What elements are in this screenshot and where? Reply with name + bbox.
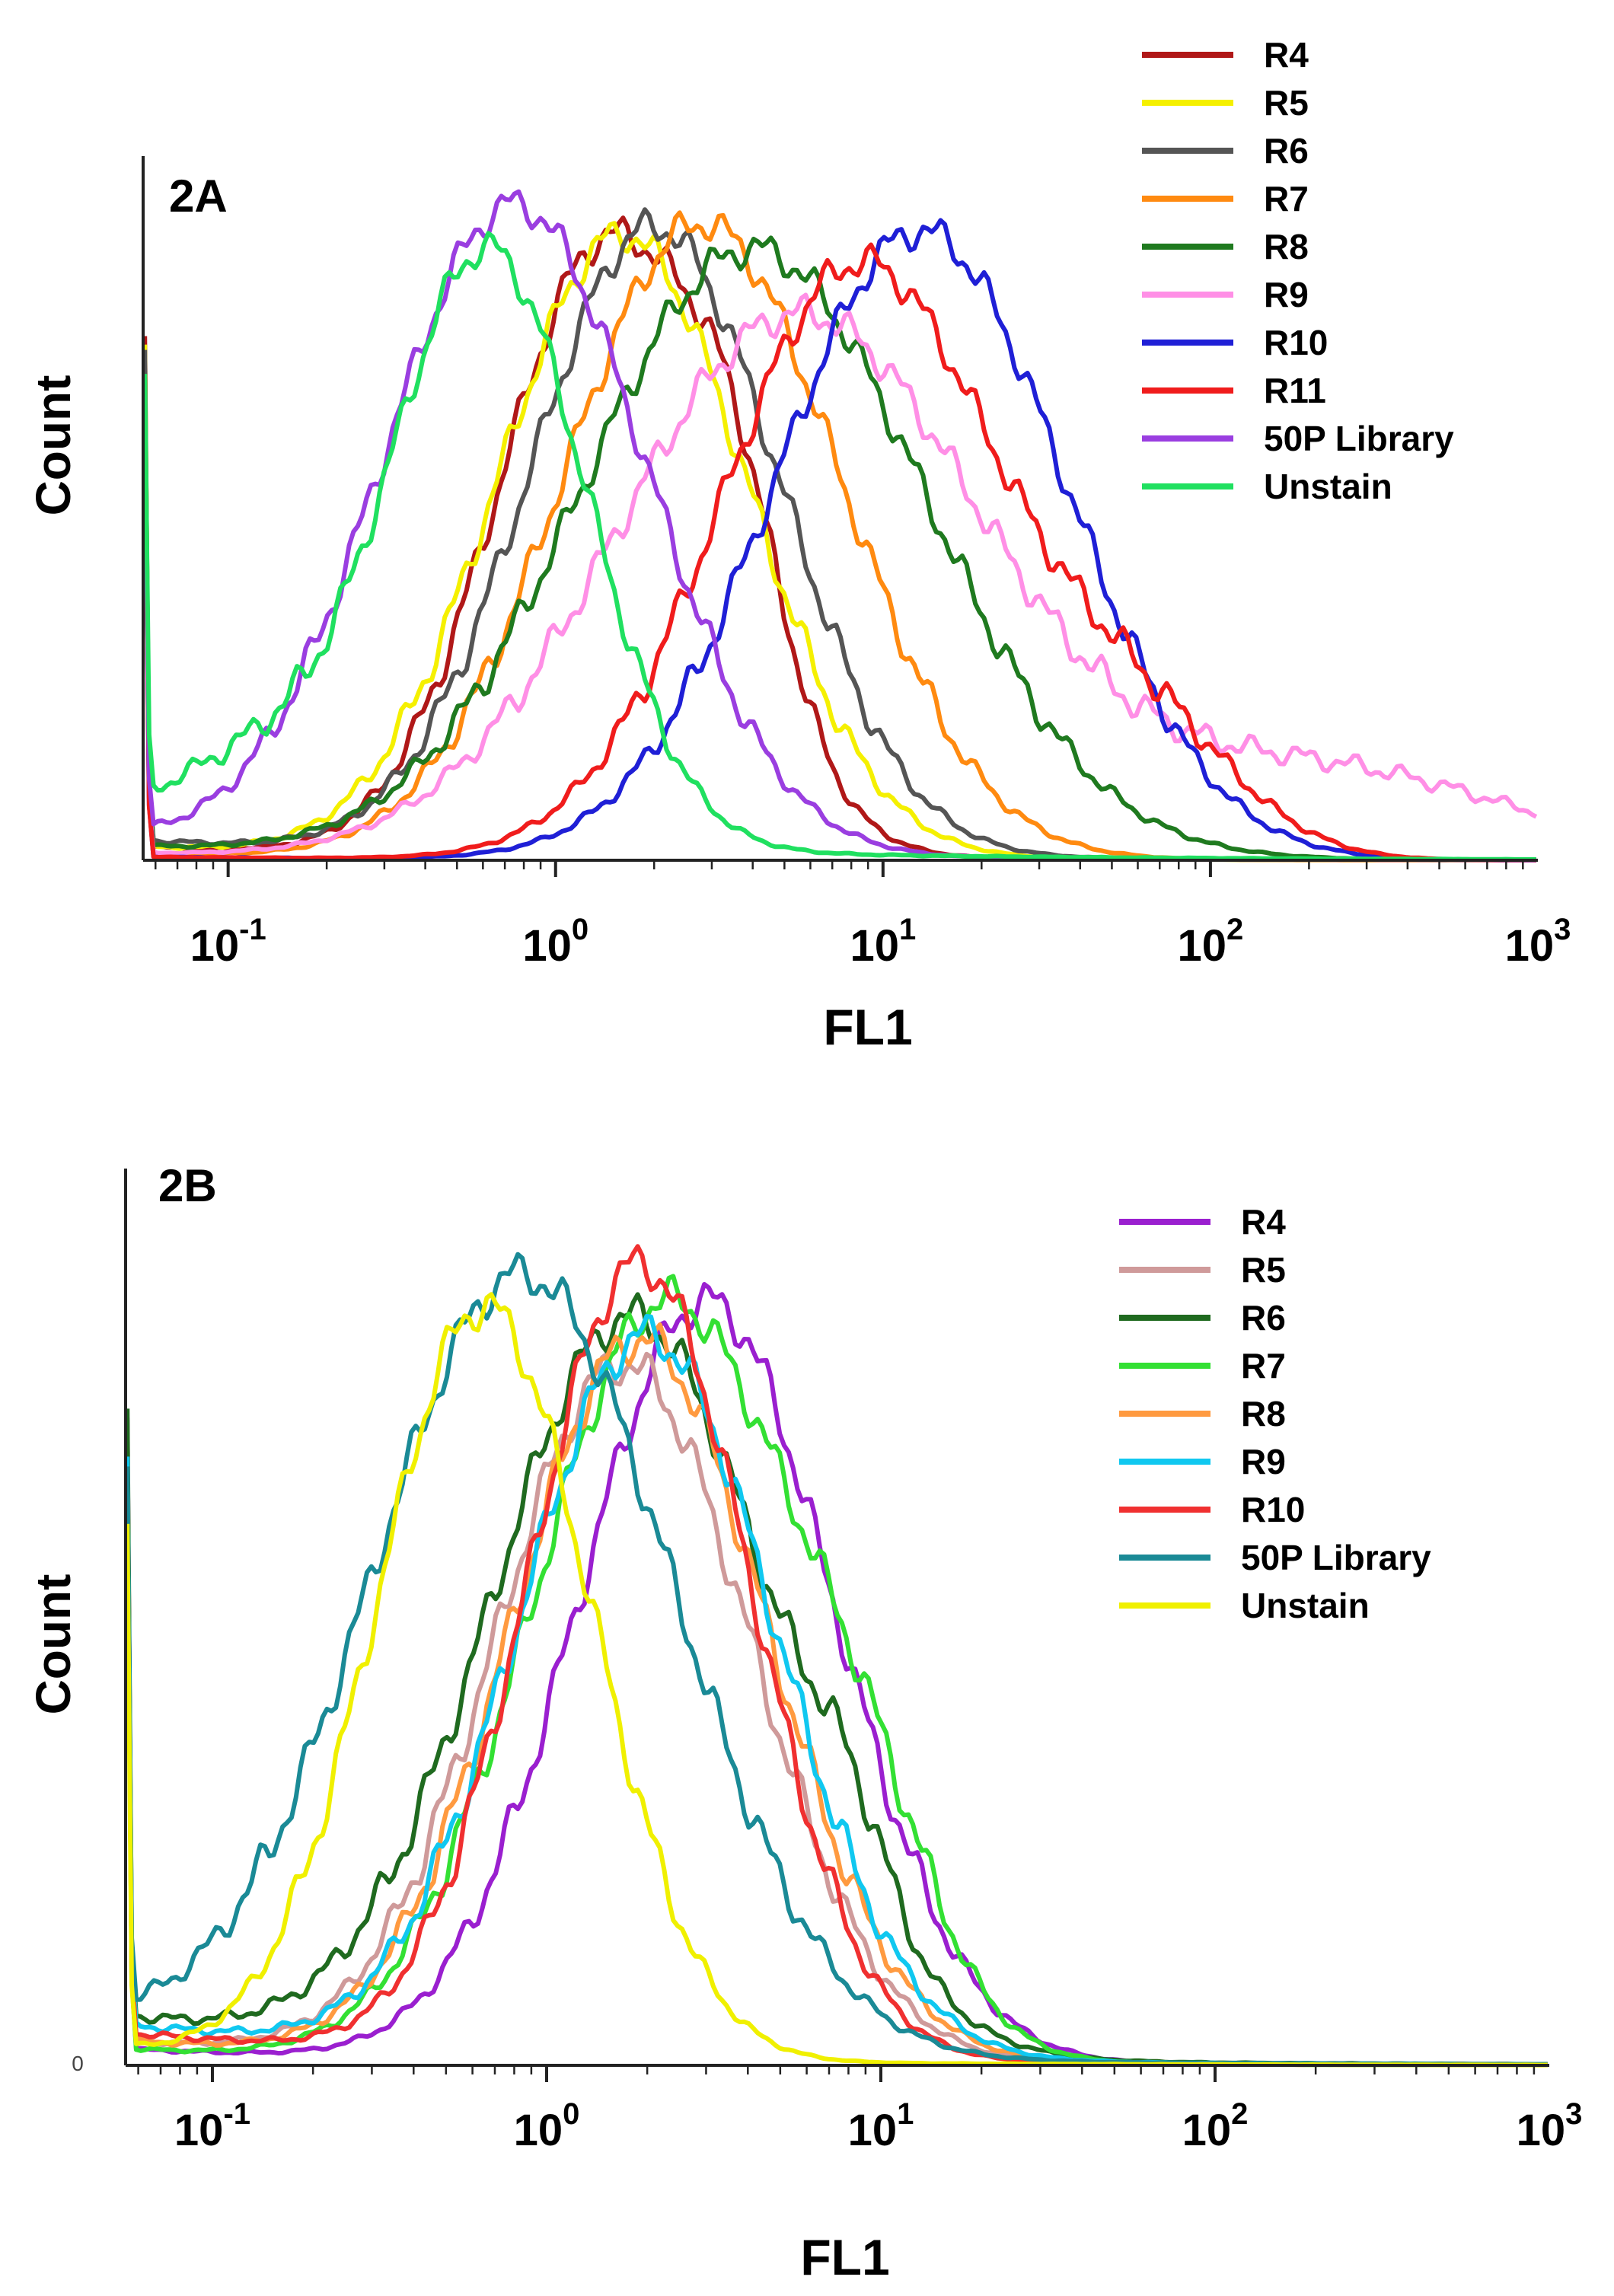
x-tick-label: 103 [1505,913,1571,971]
y-zero-label: 0 [72,2052,84,2075]
axis-layer [124,1169,1549,2067]
legend-label: R4 [1241,1202,1286,1242]
legend-label: R8 [1241,1394,1286,1433]
legend-item: Unstain [1142,467,1392,506]
x-tick-label: 100 [514,2097,580,2155]
panel-label: 2A [169,171,228,222]
legend-item: R5 [1119,1250,1286,1290]
x-tick-label: 102 [1178,913,1244,971]
legend-label: R9 [1264,275,1309,314]
legend-item: R6 [1142,131,1309,171]
y-axis-label: Count [26,1574,81,1715]
legend-label: Unstain [1264,467,1392,506]
series-line-r9 [142,292,1538,856]
legend-item: R7 [1119,1346,1286,1386]
legend-label: R6 [1264,131,1309,171]
legend-label: R6 [1241,1298,1286,1338]
legend-label: Unstain [1241,1586,1370,1625]
tick-layer: 10-1 100 101 102 103 [155,860,1571,971]
legend: R4 R5 R6 R7 R8 R9 R10 R11 50P Library Unstain [1142,35,1454,506]
legend-item: R8 [1119,1394,1286,1433]
x-tick-label: 10-1 [190,913,266,971]
legend-label: R7 [1241,1346,1286,1386]
x-tick-label: 102 [1182,2097,1249,2155]
series-line-50p-library [125,1252,1548,2067]
axis-layer [142,156,1538,862]
legend-item: R9 [1119,1442,1286,1481]
series-layer [125,1244,1548,2068]
legend: R4 R5 R6 R7 R8 R9 R10 50P Library Unstain [1119,1202,1431,1625]
x-tick-label: 101 [850,913,916,971]
panel-label: 2B [158,1160,217,1211]
legend-item: R6 [1119,1298,1286,1338]
legend-item: 50P Library [1142,419,1454,458]
legend-label: R10 [1264,323,1328,362]
legend-label: 50P Library [1264,419,1454,458]
series-layer [142,189,1538,863]
series-line-50p-library [142,189,1536,863]
panel-2a: 2A Count FL1 10-1 100 101 102 103 R4 R5 R6 R7 R8… [26,35,1571,1055]
legend-label: R10 [1241,1490,1305,1529]
legend-item: Unstain [1119,1586,1370,1625]
legend-item: R8 [1142,227,1309,266]
legend-item: R4 [1142,35,1309,75]
series-line-r5 [142,221,1536,863]
legend-item: R11 [1142,371,1326,410]
legend-label: 50P Library [1241,1538,1431,1577]
legend-item: R9 [1142,275,1309,314]
series-line-r10 [125,1244,1548,2068]
series-line-r10 [142,218,1536,863]
x-tick-label: 10-1 [174,2097,250,2155]
x-axis-label: FL1 [800,2229,889,2285]
tick-layer: 10-1 100 101 102 103 [137,2065,1583,2155]
legend-label: R7 [1264,179,1309,218]
y-axis-label: Count [26,375,81,516]
legend-item: R5 [1142,83,1309,123]
legend-label: R9 [1241,1442,1286,1481]
legend-item: R10 [1142,323,1328,362]
legend-label: R11 [1264,371,1326,410]
legend-item: R4 [1119,1202,1286,1242]
legend-item: 50P Library [1119,1538,1431,1577]
legend-item: R10 [1119,1490,1305,1529]
series-line-r11 [142,242,1536,863]
panel-2b: 2B Count FL1 0 10-1 100 101 102 103 R4 R5 R6 R7… [26,1160,1582,2285]
legend-label: R8 [1264,227,1309,266]
x-tick-label: 101 [848,2097,914,2155]
legend-label: R4 [1264,35,1309,75]
legend-label: R5 [1241,1250,1286,1290]
legend-label: R5 [1264,83,1309,123]
x-tick-label: 103 [1517,2097,1583,2155]
legend-item: R7 [1142,179,1309,218]
x-axis-label: FL1 [823,999,912,1055]
x-tick-label: 100 [522,913,589,971]
series-line-unstain [142,231,1536,862]
